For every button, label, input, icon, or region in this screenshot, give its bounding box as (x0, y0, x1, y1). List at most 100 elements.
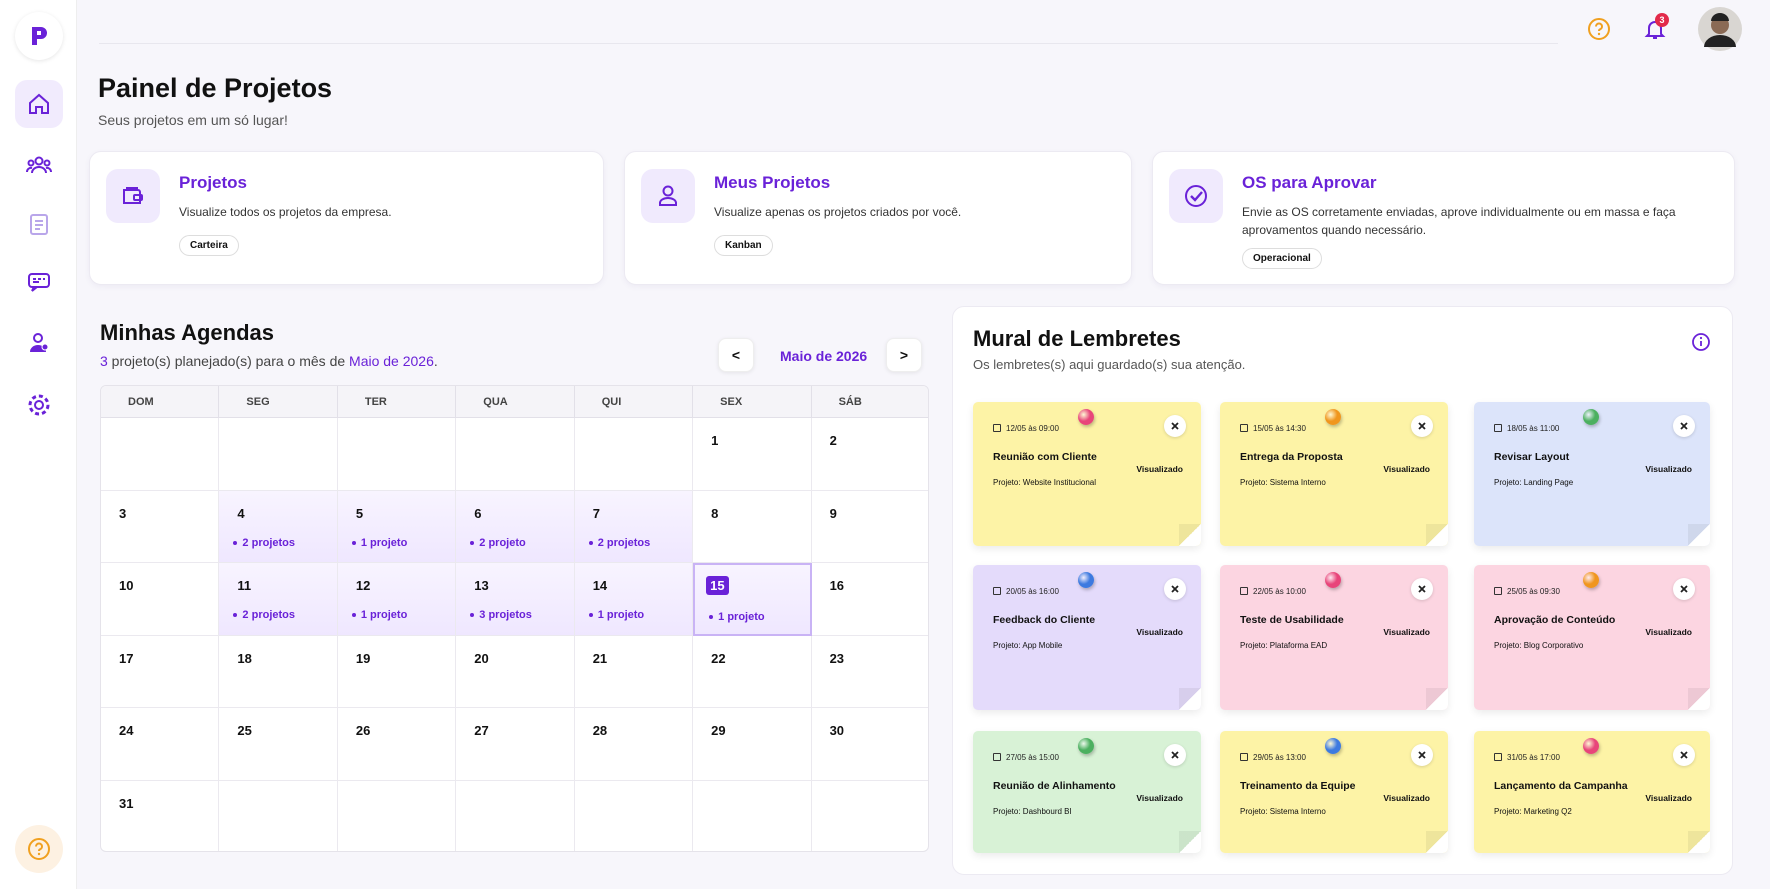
note-project: Projeto: Website Institucional (993, 478, 1097, 487)
day-cell[interactable]: 16 (811, 563, 928, 636)
day-cell[interactable]: 26 (337, 708, 457, 781)
day-number: 19 (355, 650, 371, 666)
day-number: 7 (592, 505, 600, 521)
day-cell[interactable]: 12 1 projeto (337, 563, 457, 636)
day-number: 31 (119, 795, 134, 811)
pin (1583, 572, 1599, 588)
close-button[interactable] (1673, 578, 1695, 600)
subtitle-part: projeto(s) planejado(s) para o mês de (107, 353, 350, 369)
day-cell[interactable]: 31 (101, 780, 220, 851)
weekday: TER (337, 386, 457, 418)
nav-settings[interactable] (15, 381, 63, 429)
day-events: 2 projeto (470, 537, 525, 549)
note-project: Projeto: App Mobile (993, 641, 1063, 650)
reminder-note: 22/05 às 10:00 Teste de Usabilidade Visual… (1220, 565, 1448, 710)
shortcut-card[interactable]: OS para Aprovar Envie as OS corretamente … (1152, 151, 1735, 285)
nav-users[interactable] (15, 319, 63, 367)
nav-help[interactable] (15, 825, 63, 873)
nav-team[interactable] (15, 141, 63, 189)
day-cell[interactable]: 22 (693, 635, 812, 708)
day-cell[interactable]: 19 (337, 635, 457, 708)
note-date: 29/05 às 13:00 (1240, 753, 1306, 762)
pin (1583, 738, 1599, 754)
day-cell[interactable]: 6 2 projeto (456, 490, 575, 563)
pin (1078, 409, 1094, 425)
note-status: Visualizado (1645, 627, 1692, 637)
day-cell[interactable]: 20 (456, 635, 575, 708)
pin (1325, 572, 1341, 588)
note-project: Projeto: Blog Corporativo (1494, 641, 1584, 650)
day-cell[interactable]: 3 (101, 490, 220, 563)
day-cell[interactable]: 30 (811, 708, 928, 781)
day-cell[interactable]: 7 2 projetos (574, 490, 694, 563)
day-cell[interactable]: 10 (101, 563, 220, 636)
day-cell[interactable]: 24 (101, 708, 220, 781)
month-label: Maio de 2026 (780, 348, 868, 364)
day-cell[interactable]: 27 (456, 708, 575, 781)
page-title: Painel de Projetos (98, 73, 333, 103)
day-cell[interactable]: 13 3 projetos (456, 563, 575, 636)
reminder-note: 20/05 às 16:00 Feedback do Cliente Visuali… (973, 565, 1201, 710)
day-cell[interactable]: 23 (811, 636, 928, 708)
card-description: Visualize todos os projetos da empresa. (179, 205, 392, 219)
card-icon (1169, 169, 1223, 223)
close-button[interactable] (1673, 415, 1695, 437)
day-cell[interactable]: 29 (693, 708, 812, 781)
day-cell[interactable]: 21 (574, 635, 694, 708)
day-cell[interactable]: 2 (811, 418, 928, 491)
day-cell[interactable]: 9 (811, 491, 928, 563)
nav-chat[interactable] (15, 258, 63, 306)
close-button[interactable] (1411, 744, 1433, 766)
day-cell[interactable]: 17 (101, 635, 220, 708)
nav-home[interactable] (15, 80, 63, 128)
subtitle-part: Maio de 2026 (349, 353, 434, 369)
notification-badge: 3 (1655, 13, 1669, 27)
note-date: 15/05 às 14:30 (1240, 424, 1306, 433)
card-description: Visualize apenas os projetos criados por… (714, 205, 962, 219)
close-button[interactable] (1411, 415, 1433, 437)
day-cell[interactable]: 5 1 projeto (337, 490, 457, 563)
day-events: 2 projetos (233, 609, 295, 621)
note-title: Treinamento da Equipe (1240, 780, 1356, 792)
day-cell[interactable]: 14 1 projeto (574, 563, 694, 636)
day-cell[interactable]: 18 (219, 635, 338, 708)
day-cell[interactable]: 25 (219, 708, 338, 781)
close-button[interactable] (1164, 415, 1186, 437)
day-cell[interactable]: 1 (693, 418, 812, 491)
shortcut-card[interactable]: Projetos Visualize todos os projetos da e… (89, 151, 604, 285)
note-project: Projeto: Dashbourd BI (993, 807, 1072, 816)
day-cell[interactable]: 15 1 projeto (693, 563, 812, 636)
shortcut-card[interactable]: Meus Projetos Visualize apenas os projeto… (624, 151, 1132, 285)
note-date: 27/05 às 15:00 (993, 753, 1059, 762)
day-events: 1 projeto (709, 611, 764, 623)
note-status: Visualizado (1645, 464, 1692, 474)
day-cell (219, 418, 338, 491)
note-date: 20/05 às 16:00 (993, 587, 1059, 596)
day-number: 4 (237, 505, 245, 521)
subtitle-part: 3 (100, 353, 108, 369)
card-tag: Operacional (1242, 248, 1322, 269)
next-month[interactable]: > (886, 338, 922, 372)
prev-month[interactable]: < (718, 338, 754, 372)
help-icon[interactable] (1587, 17, 1611, 41)
day-cell[interactable]: 8 (693, 490, 812, 563)
card-icon (106, 169, 160, 223)
subtitle-part: . (433, 353, 438, 369)
avatar[interactable] (1698, 7, 1742, 51)
day-cell[interactable]: 28 (574, 708, 694, 781)
day-cell[interactable]: 4 2 projetos (219, 490, 338, 563)
note-date: 22/05 às 10:00 (1240, 587, 1306, 596)
card-title: Projetos (179, 173, 248, 192)
close-button[interactable] (1673, 744, 1695, 766)
day-cell (101, 418, 220, 491)
day-number: 20 (474, 650, 489, 666)
nav-reports[interactable] (15, 200, 63, 248)
day-cell[interactable]: 11 2 projetos (219, 563, 338, 636)
day-number: 24 (119, 723, 134, 738)
info-icon[interactable] (1691, 332, 1711, 352)
close-button[interactable] (1164, 744, 1186, 766)
reminder-note: 29/05 às 13:00 Treinamento da Equipe Visua… (1220, 731, 1448, 853)
close-button[interactable] (1411, 578, 1433, 600)
close-button[interactable] (1164, 578, 1186, 600)
